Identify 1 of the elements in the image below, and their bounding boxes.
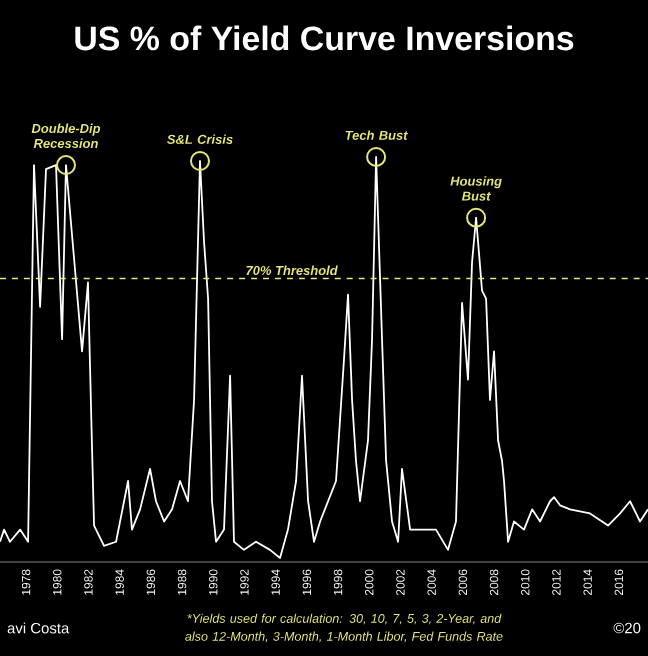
chart-title: US % of Yield Curve Inversions: [75, 25, 574, 51]
